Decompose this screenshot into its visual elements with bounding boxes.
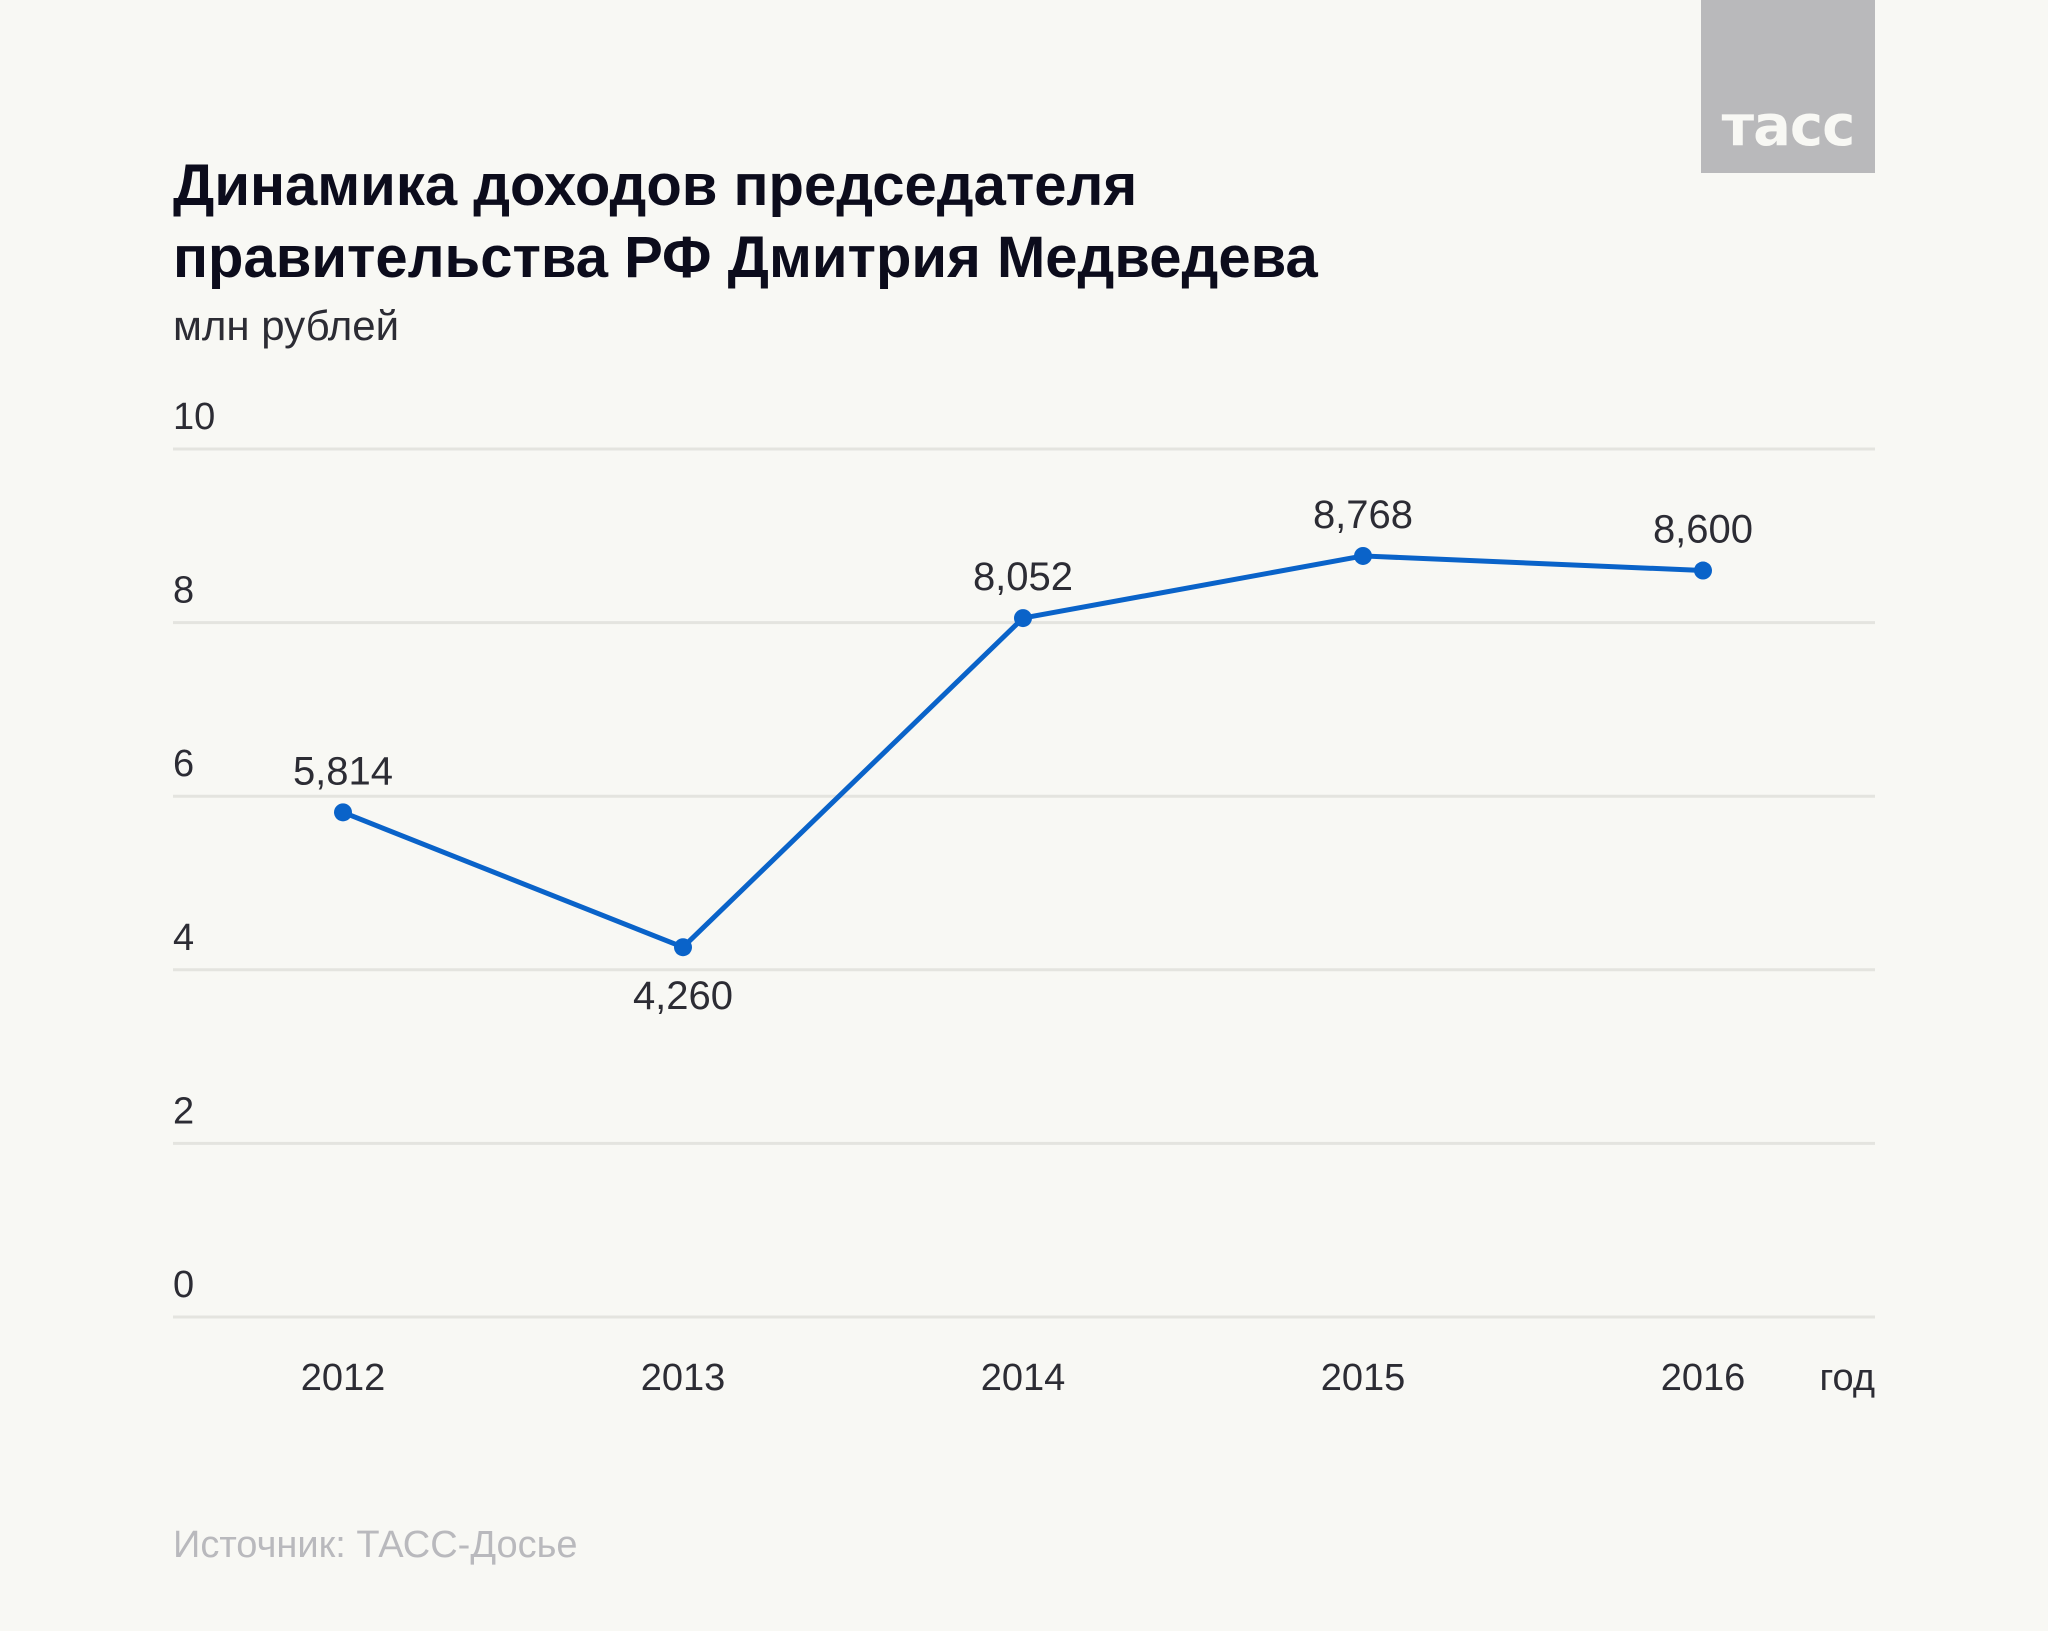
y-axis-ticks: 0 2 4 6 8 10 xyxy=(173,396,215,1306)
x-tick-label: 2012 xyxy=(301,1357,386,1399)
y-tick-label: 2 xyxy=(173,1090,194,1132)
y-tick-label: 0 xyxy=(173,1264,194,1306)
title-line-2: правительства РФ Дмитрия Медведева xyxy=(173,225,1318,290)
y-tick-label: 6 xyxy=(173,743,194,785)
data-point-2014 xyxy=(1014,609,1032,628)
data-label-2013: 4,260 xyxy=(633,974,733,1018)
tass-logo: ТАСС xyxy=(1701,0,1875,173)
unit-label: млн рублей xyxy=(173,302,400,349)
x-tick-label: 2014 xyxy=(981,1357,1066,1399)
data-label-2016: 8,600 xyxy=(1653,508,1753,552)
data-labels: 5,814 4,260 8,052 8,768 8,600 xyxy=(293,493,1753,1018)
data-point-2016 xyxy=(1694,561,1712,580)
chart-title: Динамика доходов председателя правительс… xyxy=(173,150,1573,294)
data-label-2015: 8,768 xyxy=(1313,493,1413,537)
source-note: Источник: ТАСС-Досье xyxy=(173,1524,578,1566)
x-tick-label: 2016 xyxy=(1661,1357,1746,1399)
x-tick-label: 2015 xyxy=(1321,1357,1406,1399)
y-tick-label: 4 xyxy=(173,917,194,959)
x-axis-ticks: 2012 2013 2014 2015 2016 год xyxy=(301,1357,1875,1399)
data-point-2012 xyxy=(334,803,352,822)
data-label-2014: 8,052 xyxy=(973,555,1073,599)
logo-text: ТАСС xyxy=(1721,94,1856,159)
title-line-1: Динамика доходов председателя xyxy=(173,153,1138,218)
data-point-2015 xyxy=(1354,546,1372,565)
series-income xyxy=(334,546,1712,957)
data-point-2013 xyxy=(674,938,692,957)
y-tick-label: 10 xyxy=(173,396,215,438)
data-label-2012: 5,814 xyxy=(293,749,393,793)
x-axis-label: год xyxy=(1820,1357,1876,1399)
y-tick-label: 8 xyxy=(173,570,194,612)
x-tick-label: 2013 xyxy=(641,1357,726,1399)
